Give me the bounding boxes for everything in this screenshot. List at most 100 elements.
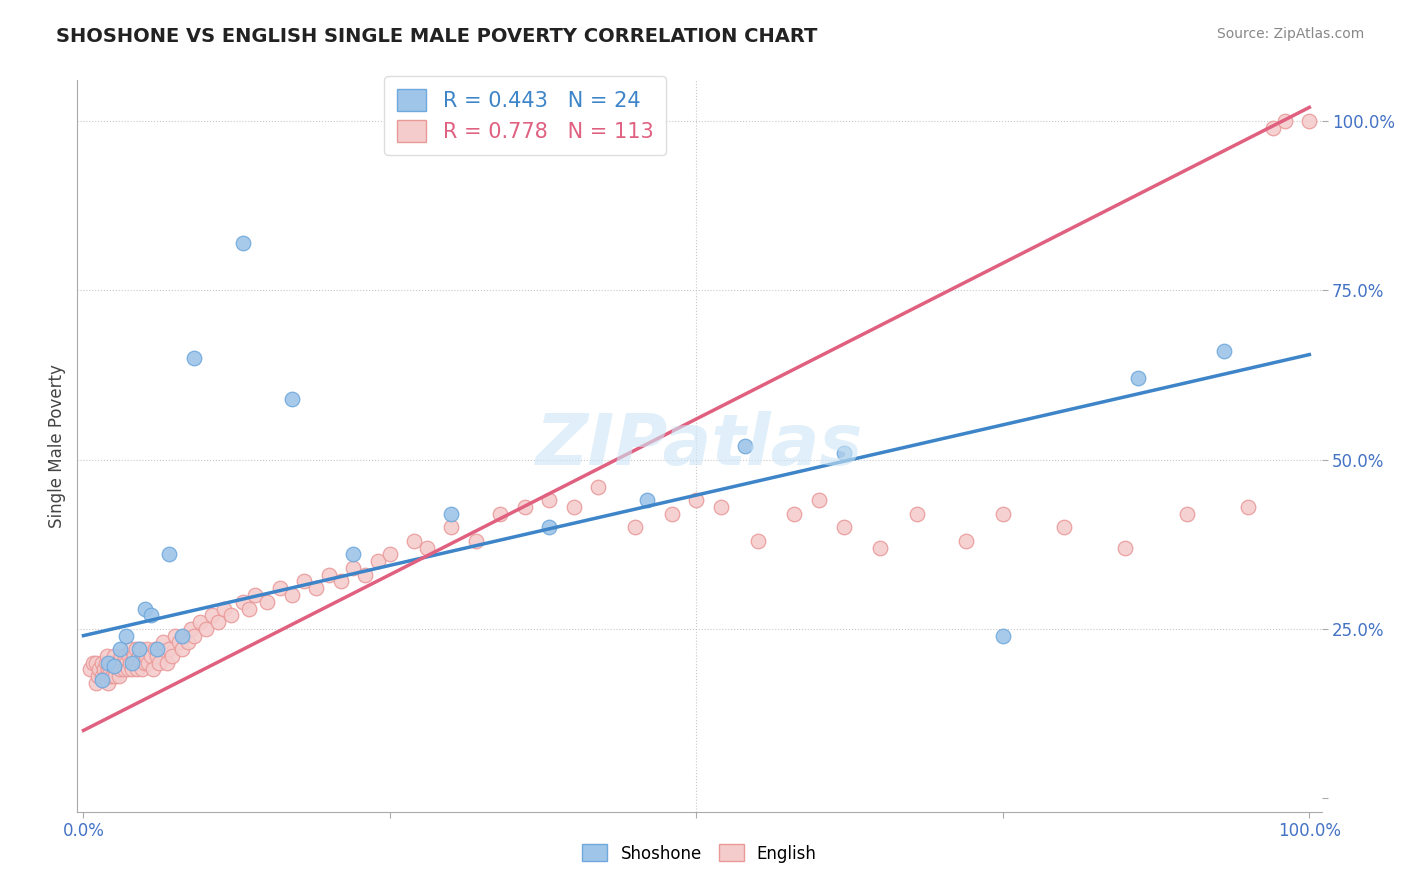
Point xyxy=(93,663,115,677)
Point xyxy=(128,656,150,670)
Point xyxy=(1053,520,1076,534)
Point xyxy=(636,493,658,508)
Point xyxy=(173,629,195,643)
Point xyxy=(1261,120,1284,135)
Point xyxy=(104,669,127,683)
Point xyxy=(118,648,141,663)
Point xyxy=(103,663,125,677)
Point xyxy=(96,648,118,663)
Point xyxy=(108,669,131,683)
Point xyxy=(1114,541,1136,555)
Point xyxy=(219,608,242,623)
Point xyxy=(121,656,143,670)
Point xyxy=(148,656,170,670)
Point xyxy=(489,507,512,521)
Point xyxy=(134,601,156,615)
Point xyxy=(120,642,142,657)
Point xyxy=(115,629,138,643)
Point xyxy=(232,235,254,250)
Point xyxy=(105,656,128,670)
Point xyxy=(167,635,190,649)
Point xyxy=(112,663,135,677)
Point xyxy=(214,601,236,615)
Point xyxy=(131,663,153,677)
Point xyxy=(538,493,561,508)
Point xyxy=(82,656,104,670)
Point xyxy=(1274,114,1296,128)
Point xyxy=(367,554,389,568)
Point xyxy=(661,507,683,521)
Point xyxy=(342,547,364,561)
Point xyxy=(84,676,107,690)
Point xyxy=(87,669,110,683)
Point xyxy=(110,642,132,657)
Point xyxy=(232,595,254,609)
Point xyxy=(79,663,101,677)
Point xyxy=(180,622,202,636)
Point xyxy=(117,663,139,677)
Point xyxy=(101,656,124,670)
Point xyxy=(100,663,122,677)
Point xyxy=(129,642,152,657)
Point xyxy=(281,588,304,602)
Point xyxy=(97,663,120,677)
Point xyxy=(808,493,831,508)
Point xyxy=(146,642,169,657)
Point xyxy=(783,507,806,521)
Point xyxy=(94,669,117,683)
Point xyxy=(710,500,733,514)
Point xyxy=(183,629,205,643)
Point xyxy=(139,608,162,623)
Point xyxy=(562,500,585,514)
Point xyxy=(292,574,315,589)
Point xyxy=(415,541,437,555)
Point xyxy=(869,541,891,555)
Point xyxy=(201,608,224,623)
Point xyxy=(747,533,769,548)
Point xyxy=(89,663,111,677)
Point xyxy=(103,659,125,673)
Point xyxy=(195,622,218,636)
Point xyxy=(122,648,145,663)
Point xyxy=(97,656,120,670)
Point xyxy=(256,595,278,609)
Point xyxy=(269,581,291,595)
Point xyxy=(991,629,1014,643)
Point xyxy=(111,656,134,670)
Point xyxy=(243,588,266,602)
Point xyxy=(90,669,112,683)
Text: ZIPatlas: ZIPatlas xyxy=(536,411,863,481)
Point xyxy=(1237,500,1260,514)
Text: Source: ZipAtlas.com: Source: ZipAtlas.com xyxy=(1216,27,1364,41)
Point xyxy=(110,648,132,663)
Y-axis label: Single Male Poverty: Single Male Poverty xyxy=(48,364,66,528)
Point xyxy=(124,656,146,670)
Point xyxy=(100,656,122,670)
Point xyxy=(176,635,198,649)
Point xyxy=(734,439,756,453)
Point xyxy=(156,656,179,670)
Point xyxy=(157,547,180,561)
Point xyxy=(188,615,211,629)
Legend: Shoshone, English: Shoshone, English xyxy=(575,838,824,869)
Point xyxy=(139,648,162,663)
Point xyxy=(318,567,340,582)
Point xyxy=(118,656,141,670)
Point xyxy=(134,656,156,670)
Point xyxy=(955,533,977,548)
Point xyxy=(170,629,193,643)
Point xyxy=(1298,114,1320,128)
Point xyxy=(135,648,157,663)
Point xyxy=(329,574,352,589)
Point xyxy=(84,656,107,670)
Text: SHOSHONE VS ENGLISH SINGLE MALE POVERTY CORRELATION CHART: SHOSHONE VS ENGLISH SINGLE MALE POVERTY … xyxy=(56,27,818,45)
Point xyxy=(1175,507,1198,521)
Point xyxy=(157,642,180,657)
Point xyxy=(128,648,150,663)
Point xyxy=(115,656,138,670)
Point xyxy=(94,656,117,670)
Point xyxy=(440,507,463,521)
Point xyxy=(100,669,122,683)
Point xyxy=(832,520,855,534)
Point xyxy=(98,669,121,683)
